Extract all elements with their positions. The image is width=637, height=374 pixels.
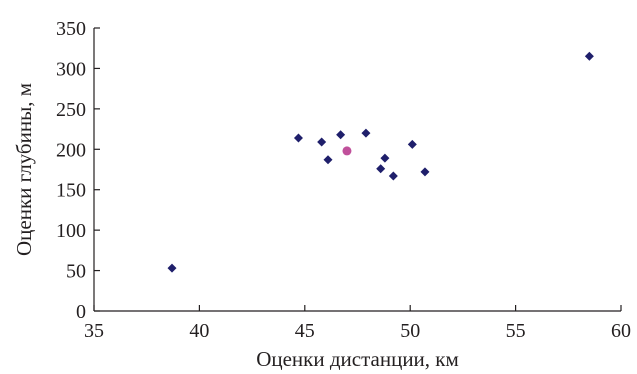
data-point-diamond bbox=[584, 51, 594, 61]
data-points bbox=[167, 51, 594, 273]
x-tick-label: 35 bbox=[84, 320, 104, 342]
y-tick-label: 0 bbox=[76, 301, 86, 323]
y-tick-label: 150 bbox=[56, 180, 86, 202]
y-tick-label: 300 bbox=[56, 58, 86, 80]
y-tick-label: 50 bbox=[66, 261, 86, 283]
data-point-diamond bbox=[293, 133, 303, 143]
x-tick-label: 55 bbox=[506, 320, 526, 342]
data-point-diamond bbox=[167, 263, 177, 273]
y-tick-label: 350 bbox=[56, 18, 86, 40]
x-tick-label: 40 bbox=[189, 320, 209, 342]
data-point-diamond bbox=[317, 137, 327, 147]
data-point-diamond bbox=[361, 128, 371, 138]
y-axis-title: Оценки глубины, м bbox=[12, 83, 36, 256]
data-point-diamond bbox=[380, 153, 390, 163]
data-point-diamond bbox=[376, 164, 386, 174]
data-point-diamond bbox=[388, 171, 398, 181]
y-tick-label: 100 bbox=[56, 220, 86, 242]
y-tick-label: 250 bbox=[56, 99, 86, 121]
data-point-diamond bbox=[323, 155, 333, 165]
data-point-diamond bbox=[336, 130, 346, 140]
x-tick-label: 60 bbox=[611, 320, 631, 342]
y-tick-label: 200 bbox=[56, 139, 86, 161]
x-axis-title: Оценки дистанции, км bbox=[256, 347, 459, 371]
data-point-diamond bbox=[420, 167, 430, 177]
data-point-diamond bbox=[407, 139, 417, 149]
y-axis-ticks: 0 50 100 150 200 250 300 350 bbox=[56, 18, 100, 323]
data-point-highlight bbox=[342, 146, 352, 156]
x-tick-label: 50 bbox=[400, 320, 420, 342]
x-tick-label: 45 bbox=[295, 320, 315, 342]
x-axis-ticks: 35 40 45 50 55 60 bbox=[84, 305, 631, 342]
